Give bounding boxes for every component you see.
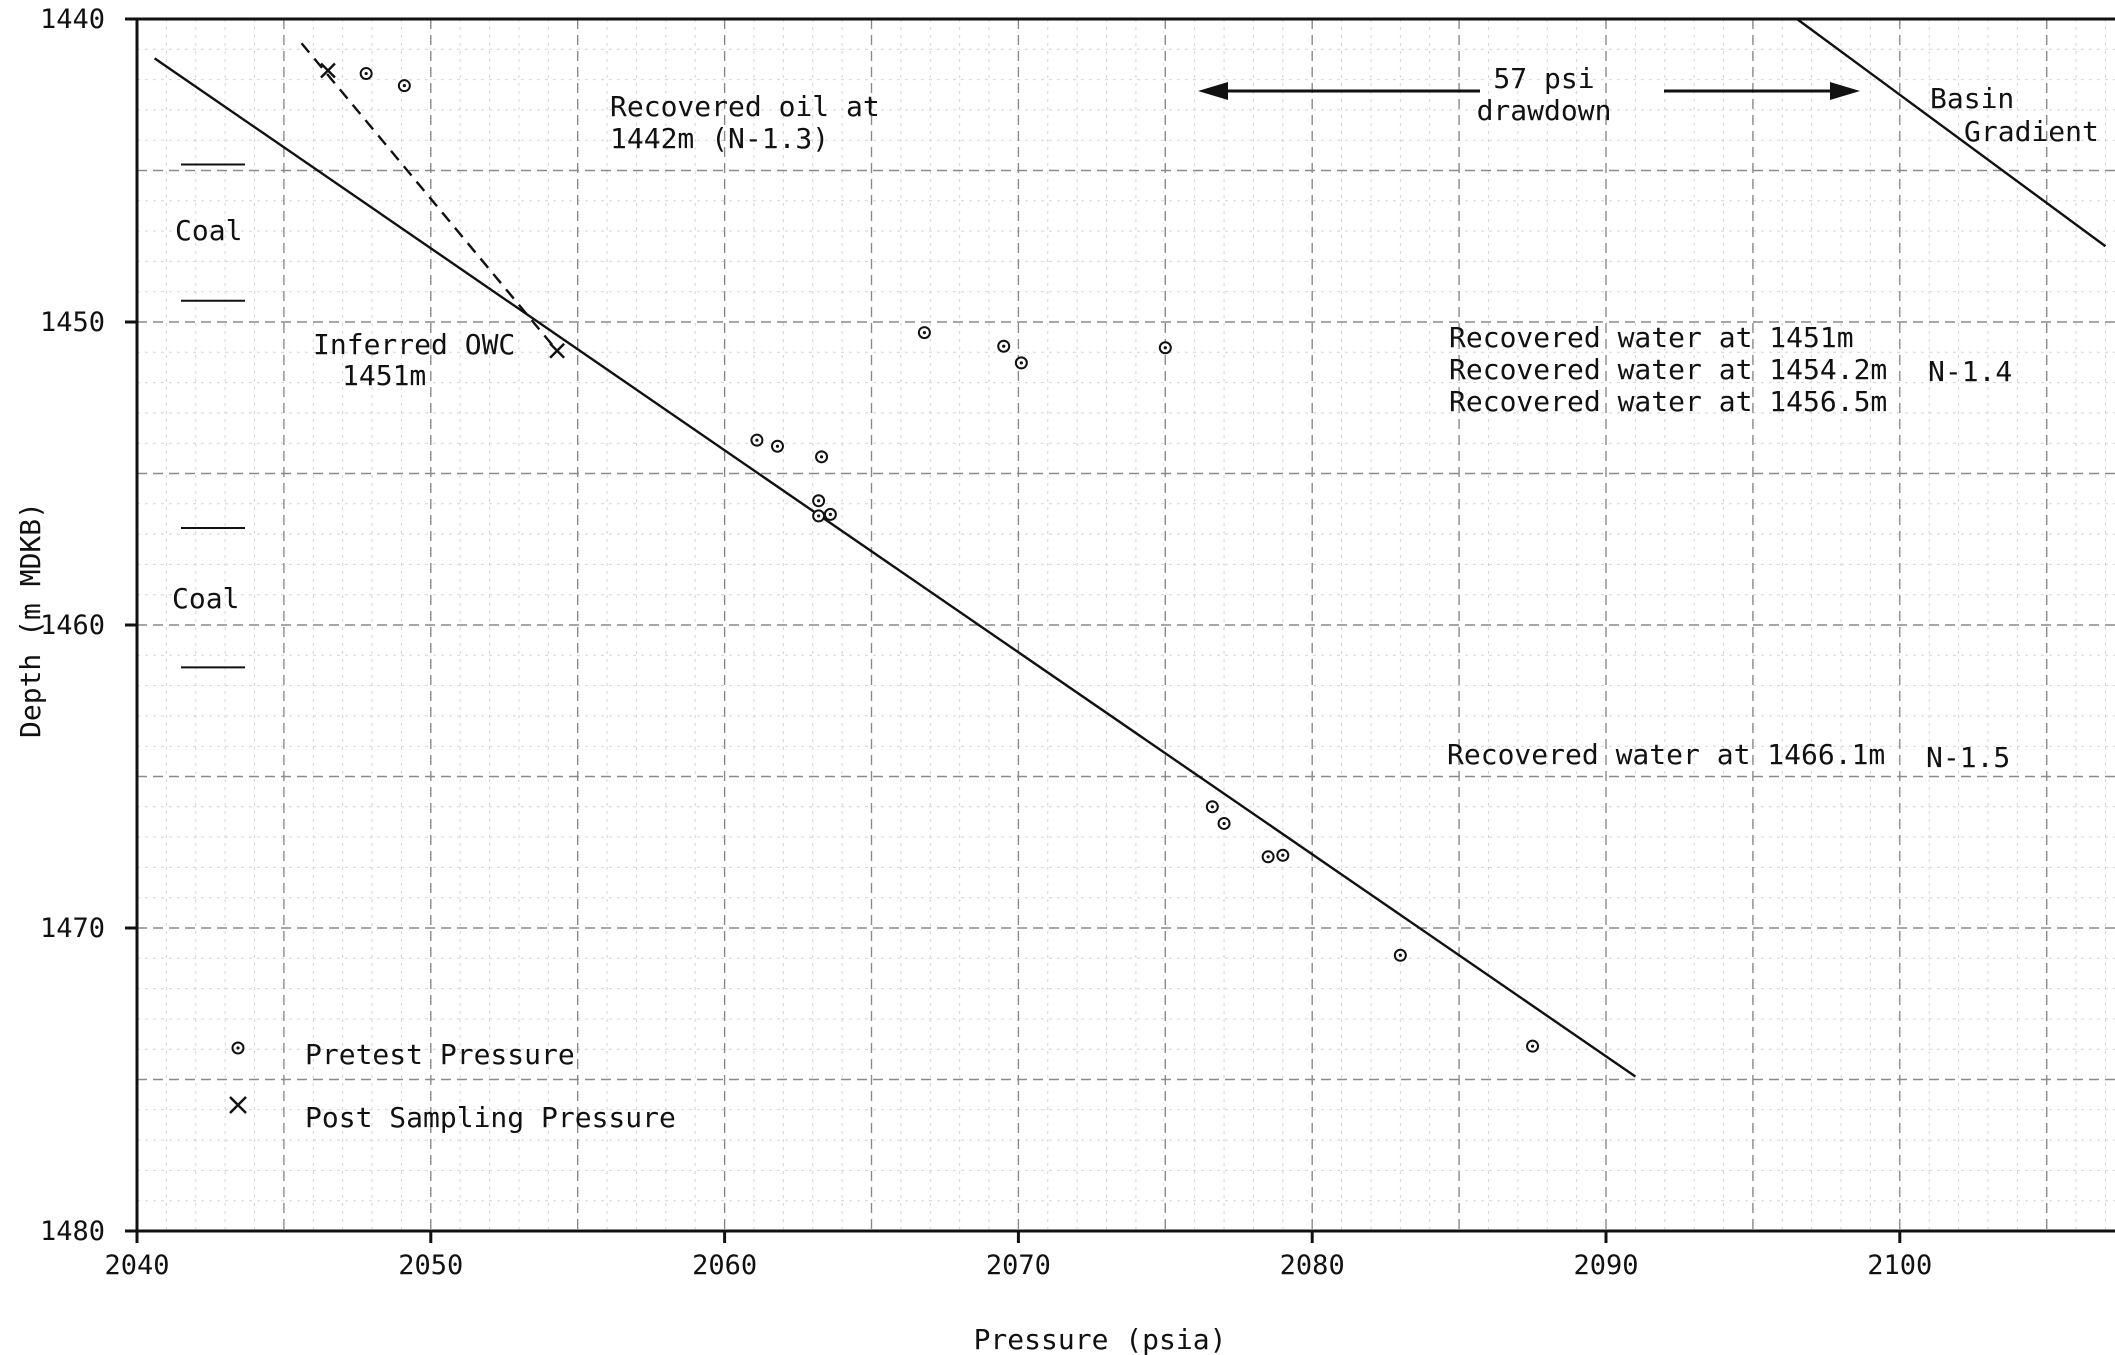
pretest-point xyxy=(815,450,829,464)
owc-depth-label: 1451m xyxy=(342,359,426,392)
water-recovery-1456: Recovered water at 1456.5m xyxy=(1449,385,1887,418)
x-tick-label: 2040 xyxy=(104,1250,169,1281)
x-tick-label: 2070 xyxy=(986,1250,1051,1281)
y-tick-label: 1450 xyxy=(40,307,105,338)
pretest-point xyxy=(917,326,931,340)
x-axis-label: Pressure (psia) xyxy=(974,1323,1227,1355)
pretest-point-dot xyxy=(1266,855,1270,859)
x-tick-label: 2050 xyxy=(398,1250,463,1281)
pretest-point xyxy=(750,433,764,447)
coal-interval-marks xyxy=(181,163,245,669)
water-recovery-1454: Recovered water at 1454.2m xyxy=(1449,353,1887,386)
drawdown-arrow-left-head xyxy=(1198,82,1228,100)
post-sampling-point xyxy=(320,62,336,79)
y-tick-label: 1470 xyxy=(40,913,105,944)
pretest-point xyxy=(997,339,1011,353)
pretest-point xyxy=(1205,800,1219,814)
legend-post-sampling-label: Post Sampling Pressure xyxy=(305,1101,676,1134)
y-tick-label: 1480 xyxy=(40,1216,105,1247)
pretest-point-dot xyxy=(828,512,832,517)
pretest-point xyxy=(359,67,373,81)
data-points xyxy=(320,62,1540,1053)
x-tick-label: 2100 xyxy=(1867,1250,1932,1281)
pretest-point-dot xyxy=(817,499,821,503)
pretest-point xyxy=(1276,848,1290,862)
coal-label-upper: Coal xyxy=(175,214,242,247)
pretest-point xyxy=(397,79,411,93)
pretest-point xyxy=(1014,356,1028,370)
drawdown-arrow xyxy=(1198,82,1860,100)
pretest-point-dot xyxy=(364,71,368,76)
recovered-oil-depth-label: 1442m (N-1.3) xyxy=(610,122,829,155)
post-sampling-point xyxy=(549,342,565,359)
y-tick-label: 1440 xyxy=(40,4,105,35)
test-n14-label: N-1.4 xyxy=(1928,355,2012,388)
pretest-point-dot xyxy=(755,438,759,442)
pretest-point-dot xyxy=(819,455,824,459)
basin-label: Basin xyxy=(1930,82,2014,115)
gradient-lines xyxy=(153,18,2107,1078)
pretest-point xyxy=(812,494,826,508)
drawdown-arrow-right-head xyxy=(1830,82,1860,100)
x-tick-label: 2060 xyxy=(692,1250,757,1281)
x-tick-label: 2090 xyxy=(1573,1250,1638,1281)
legend-post-sampling-marker xyxy=(229,1096,247,1114)
y-axis-label: Depth (m MDKB) xyxy=(14,502,47,738)
tick-labels: 2040 2050 2060 2070 2080 2090 2100 1440 1450 1460… xyxy=(40,4,1932,1281)
pretest-point xyxy=(1217,816,1231,830)
pretest-point xyxy=(1261,850,1275,864)
oil-gradient-line xyxy=(300,42,559,352)
legend-pretest-label: Pretest Pressure xyxy=(305,1038,575,1071)
pretest-point xyxy=(770,439,784,453)
pretest-point xyxy=(1158,341,1172,355)
basin-gradient-label: Gradient xyxy=(1964,115,2099,148)
legend-pretest-marker xyxy=(231,1041,245,1055)
water-recovery-1466: Recovered water at 1466.1m xyxy=(1447,738,1885,771)
water-recovery-1451: Recovered water at 1451m xyxy=(1449,321,1854,354)
pretest-point xyxy=(812,509,826,523)
pretest-point xyxy=(823,507,837,521)
pretest-point-dot xyxy=(775,444,780,448)
pretest-point-dot xyxy=(1530,1044,1535,1048)
coal-label-lower: Coal xyxy=(172,582,239,615)
legend-pretest-marker-dot xyxy=(236,1046,240,1050)
drawdown-value-label: 57 psi xyxy=(1493,62,1594,95)
pretest-point-dot xyxy=(1163,346,1167,350)
drawdown-label: drawdown xyxy=(1477,94,1612,127)
minor-gridlines xyxy=(137,19,2115,1231)
axis-ticks xyxy=(125,17,1902,1243)
water-gradient-line xyxy=(153,57,1637,1078)
pretest-point-dot xyxy=(1222,821,1226,826)
pretest-point-dot xyxy=(402,84,406,88)
pretest-point-dot xyxy=(1281,853,1285,857)
pretest-point xyxy=(1526,1039,1540,1053)
basin-gradient-line xyxy=(1796,18,2107,248)
pretest-point-dot xyxy=(1210,805,1214,809)
test-n15-label: N-1.5 xyxy=(1926,741,2010,774)
pretest-point-dot xyxy=(817,514,821,518)
x-tick-label: 2080 xyxy=(1280,1250,1345,1281)
recovered-oil-label: Recovered oil at xyxy=(610,90,880,123)
pretest-point-dot xyxy=(922,331,926,335)
pretest-point-dot xyxy=(1398,953,1402,957)
pretest-point-dot xyxy=(1002,344,1006,348)
owc-label: Inferred OWC xyxy=(313,328,515,361)
pretest-point xyxy=(1393,948,1407,962)
y-tick-label: 1460 xyxy=(40,610,105,641)
pretest-point-dot xyxy=(1019,361,1023,365)
legend: Pretest Pressure Post Sampling Pressure xyxy=(229,1038,676,1134)
